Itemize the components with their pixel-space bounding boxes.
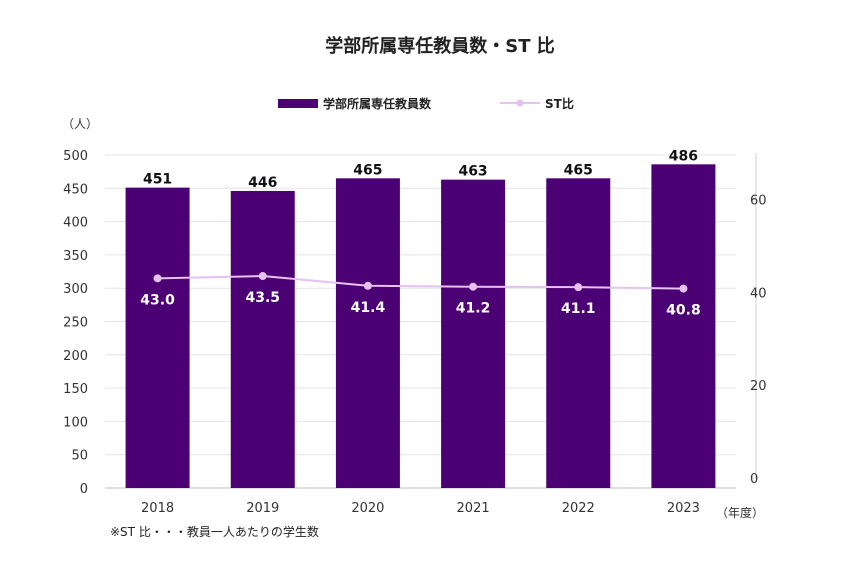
- bar-value-label: 465: [564, 162, 593, 178]
- gridlines: [105, 154, 736, 489]
- bar-value-label: 463: [458, 164, 487, 180]
- x-tick-label: 2021: [457, 501, 490, 516]
- y-left-tick-label: 500: [63, 149, 88, 164]
- line-value-label: 41.2: [456, 301, 491, 317]
- y-left-unit-label: （人）: [62, 117, 98, 131]
- x-tick-label: 2018: [141, 501, 174, 516]
- st-ratio-line: [157, 275, 684, 290]
- x-unit-label: （年度）: [716, 505, 764, 520]
- line-value-label: 41.1: [561, 301, 596, 317]
- y-left-tick-label: 350: [63, 249, 88, 264]
- legend-line-label: ST比: [545, 96, 574, 111]
- y-left-tick-label: 100: [63, 415, 88, 430]
- bar: [230, 190, 295, 489]
- y-left-tick-label: 400: [63, 216, 88, 231]
- bar: [651, 164, 716, 488]
- line-point: [363, 281, 372, 290]
- y-left-axis: 0 50 100 150 200 250 300 350 400 450 500: [63, 149, 88, 497]
- legend-bar-swatch: [278, 99, 318, 108]
- legend-line-marker: [516, 99, 524, 107]
- bar: [546, 178, 611, 488]
- line-value-label: 43.0: [140, 292, 175, 308]
- y-right-tick-label: 60: [750, 193, 767, 208]
- line-series: 43.0 43.5 41.4 41.2 41.1 40.8: [140, 272, 701, 319]
- bar-value-label: 465: [353, 162, 382, 178]
- line-point: [679, 284, 688, 293]
- line-point: [258, 272, 267, 281]
- line-point: [574, 283, 583, 292]
- bar-series: 451 446 465 463 465 486: [125, 148, 716, 489]
- y-left-tick-label: 50: [71, 449, 88, 464]
- x-tick-label: 2019: [246, 501, 279, 516]
- y-right-tick-label: 20: [750, 379, 767, 394]
- x-axis: 2018 2019 2020 2021 2022 2023: [141, 501, 700, 516]
- bar-value-label: 486: [669, 148, 698, 164]
- bar: [441, 179, 506, 488]
- y-left-tick-label: 0: [80, 482, 88, 497]
- y-right-tick-label: 0: [750, 472, 758, 487]
- bar-value-label: 451: [143, 172, 172, 188]
- y-right-axis: 0 20 40 60: [750, 153, 767, 487]
- legend-bar-label: 学部所属専任教員数: [323, 96, 432, 111]
- x-tick-label: 2023: [667, 501, 700, 516]
- x-tick-label: 2020: [351, 501, 384, 516]
- y-left-tick-label: 150: [63, 382, 88, 397]
- legend: 学部所属専任教員数 ST比: [278, 96, 574, 111]
- line-point: [153, 274, 162, 283]
- line-value-label: 40.8: [666, 303, 701, 319]
- x-tick-label: 2022: [562, 501, 595, 516]
- chart-title: 学部所属専任教員数・ST 比: [325, 35, 555, 57]
- y-left-tick-label: 450: [63, 182, 88, 197]
- bar-value-label: 446: [248, 175, 277, 191]
- y-right-tick-label: 40: [750, 286, 767, 301]
- line-point: [469, 282, 478, 291]
- bar: [335, 178, 400, 488]
- y-left-tick-label: 300: [63, 282, 88, 297]
- y-left-tick-label: 200: [63, 349, 88, 364]
- line-value-label: 43.5: [245, 290, 280, 306]
- y-left-tick-label: 250: [63, 316, 88, 331]
- bar: [125, 187, 190, 488]
- line-value-label: 41.4: [351, 300, 386, 316]
- footnote: ※ST 比・・・教員一人あたりの学生数: [110, 524, 319, 539]
